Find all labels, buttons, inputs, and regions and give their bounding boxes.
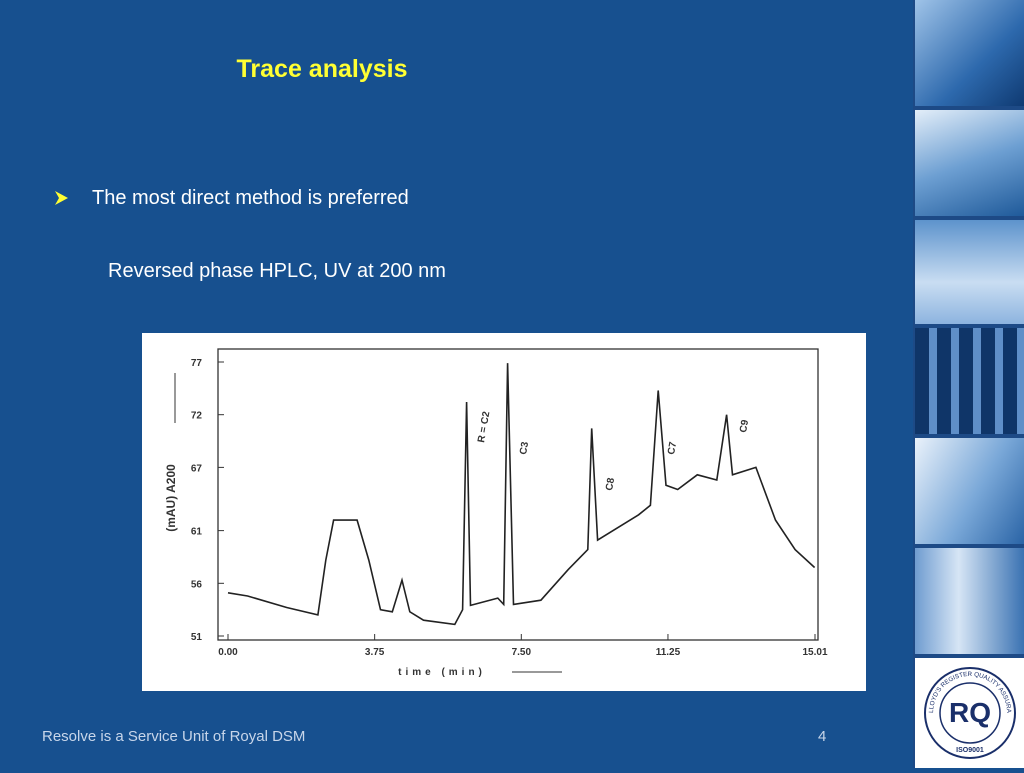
x-tick-label: 0.00: [218, 647, 238, 658]
peak-label: C7: [666, 441, 679, 456]
photo: [915, 110, 1024, 216]
slide-title: Trace analysis: [236, 55, 408, 83]
logo: RQ LLOYD'S REGISTER QUALITY ASSURANCE IS…: [913, 653, 1016, 759]
x-tick-label: 7.50: [512, 647, 532, 658]
x-tick-label: 11.25: [656, 647, 681, 658]
y-tick-label: 77: [191, 358, 203, 369]
photo: [915, 548, 1024, 654]
photo: [915, 220, 1024, 324]
sub-text: Reversed phase HPLC, UV at 200 nm: [108, 260, 446, 282]
y-tick-label: 61: [191, 527, 203, 538]
peak-label: C3: [518, 441, 531, 456]
plot-frame: [217, 348, 819, 641]
peak-label: C9: [738, 419, 751, 434]
page-number: 4: [818, 728, 827, 745]
photo: [915, 0, 1024, 106]
chromatogram: 51 56 61 67 72 77 0.00 3.75 7.50 11.25 15.01 time (…: [142, 333, 866, 691]
y-tick-label: 67: [191, 463, 203, 474]
y-axis-label: (mAU) A200: [164, 464, 178, 532]
chart-background: [142, 333, 866, 691]
peak-label: C8: [604, 477, 617, 492]
x-tick-label: 15.01: [802, 647, 827, 658]
trace: [227, 363, 816, 626]
photo-strip: RQ LLOYD'S REGISTER QUALITY ASSURANCE IS…: [913, 0, 1024, 768]
x-tick-label: 3.75: [365, 647, 385, 658]
y-tick-label: 56: [191, 579, 203, 590]
footer-text: Resolve is a Service Unit of Royal DSM: [42, 728, 306, 745]
bullet-text: The most direct method is preferred: [92, 187, 409, 209]
y-tick-label: 51: [191, 632, 203, 643]
logo-box: RQ LLOYD'S REGISTER QUALITY ASSURANCE IS…: [913, 653, 1024, 768]
y-tick-label: 72: [191, 411, 203, 422]
photo: [915, 438, 1024, 544]
peak-label: R = C2: [476, 410, 492, 443]
logo-mark: RQ: [949, 697, 991, 728]
x-axis-label: time (min): [398, 667, 486, 678]
photo: [915, 328, 1024, 434]
logo-standard: ISO9001: [956, 747, 984, 754]
bullet-arrow: [55, 191, 68, 205]
